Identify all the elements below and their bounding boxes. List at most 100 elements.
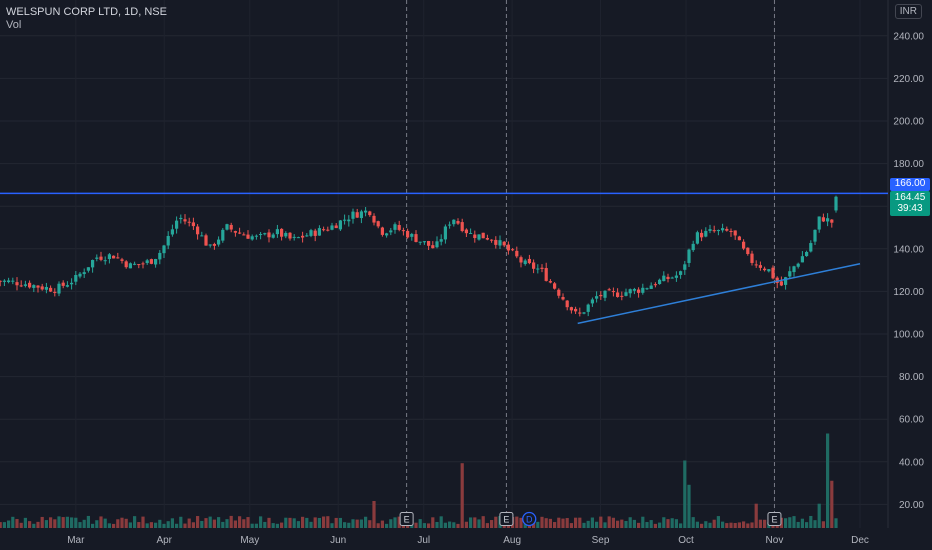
candle-body xyxy=(233,231,237,233)
volume-bar xyxy=(540,516,544,528)
volume-bar xyxy=(624,520,628,528)
candle-body xyxy=(582,312,586,314)
candle-body xyxy=(737,236,741,241)
price-tick-label: 80.00 xyxy=(899,372,924,383)
volume-bar xyxy=(74,517,78,528)
volume-bar xyxy=(469,517,473,528)
volume-bar xyxy=(523,522,527,528)
candle-body xyxy=(191,222,195,227)
time-tick-label: Oct xyxy=(678,535,694,546)
candle-body xyxy=(355,212,359,218)
volume-bar xyxy=(649,520,653,528)
price-tick-label: 200.00 xyxy=(893,117,924,128)
candle-body xyxy=(15,282,19,286)
candle-body xyxy=(217,239,221,245)
volume-bar xyxy=(662,517,666,528)
candle-body xyxy=(364,210,368,213)
candle-body xyxy=(565,300,569,308)
volume-bar xyxy=(481,516,485,528)
candle-body xyxy=(599,294,603,297)
volume-bar xyxy=(674,519,678,528)
volume-bar xyxy=(691,517,695,528)
volume-bar xyxy=(431,517,435,528)
candle-body xyxy=(154,259,158,265)
candle-body xyxy=(586,304,590,312)
volume-bar xyxy=(183,523,187,528)
price-tick-label: 140.00 xyxy=(893,244,924,255)
volume-bar xyxy=(389,519,393,528)
volume-bar xyxy=(800,518,804,528)
candle-body xyxy=(40,286,44,290)
candle-body xyxy=(288,232,292,239)
time-tick-label: Apr xyxy=(156,535,172,546)
volume-bar xyxy=(103,518,107,528)
candle-body xyxy=(275,229,279,235)
volume-bar xyxy=(494,516,498,528)
volume-bar xyxy=(414,522,418,528)
volume-bar xyxy=(448,521,452,528)
volume-bar xyxy=(758,519,762,528)
candle-body xyxy=(128,263,132,269)
candle-body xyxy=(435,241,439,248)
candle-body xyxy=(460,222,464,232)
volume-bar xyxy=(830,480,834,528)
volume-bar xyxy=(343,522,347,528)
volume-bar xyxy=(628,517,632,528)
candle-body xyxy=(196,226,200,235)
candle-body xyxy=(343,219,347,221)
time-tick-label: Jul xyxy=(417,535,430,546)
candle-body xyxy=(246,234,250,239)
currency-button[interactable]: INR xyxy=(894,4,922,19)
volume-bar xyxy=(708,522,712,528)
volume-bar xyxy=(683,460,687,528)
candle-body xyxy=(406,230,410,238)
volume-bar xyxy=(590,517,594,528)
candle-body xyxy=(775,277,779,283)
candle-body xyxy=(792,266,796,273)
candle-body xyxy=(359,211,363,219)
candle-body xyxy=(687,249,691,263)
volume-bar xyxy=(746,523,750,528)
volume-bar xyxy=(548,518,552,528)
time-tick-label: Sep xyxy=(592,535,610,546)
candle-body xyxy=(28,282,32,288)
candle-body xyxy=(313,230,317,236)
candle-body xyxy=(422,241,426,243)
volume-bar xyxy=(40,516,44,528)
volume-bar xyxy=(574,517,578,528)
candle-body xyxy=(603,290,607,298)
volume-bar xyxy=(254,523,258,528)
candle-body xyxy=(590,299,594,304)
volume-bar xyxy=(208,516,212,528)
candle-body xyxy=(351,211,355,219)
volume-bar xyxy=(796,521,800,528)
candle-body xyxy=(91,260,95,268)
candle-body xyxy=(469,232,473,234)
candle-body xyxy=(2,280,6,282)
volume-bar xyxy=(679,523,683,528)
candle-body xyxy=(82,272,86,275)
candle-body xyxy=(107,254,111,260)
volume-bar xyxy=(418,519,422,528)
candle-body xyxy=(120,259,124,261)
volume-bar xyxy=(792,516,796,528)
candle-body xyxy=(309,230,313,236)
earnings-marker xyxy=(499,512,514,526)
candle-body xyxy=(515,250,519,257)
volume-bar xyxy=(578,517,582,528)
candle-body xyxy=(7,280,11,283)
candle-body xyxy=(338,220,342,230)
volume-bar xyxy=(338,517,342,528)
volume-bar xyxy=(128,522,132,528)
volume-bar xyxy=(120,517,124,528)
candle-body xyxy=(238,232,242,234)
time-tick-label: Nov xyxy=(766,535,784,546)
volume-bar xyxy=(519,517,523,528)
volume-bar xyxy=(553,522,557,528)
support-trend-line xyxy=(577,262,861,325)
volume-bar xyxy=(112,523,116,528)
volume-bar xyxy=(670,518,674,528)
volume-bar xyxy=(82,519,86,528)
volume-bar xyxy=(170,518,174,528)
